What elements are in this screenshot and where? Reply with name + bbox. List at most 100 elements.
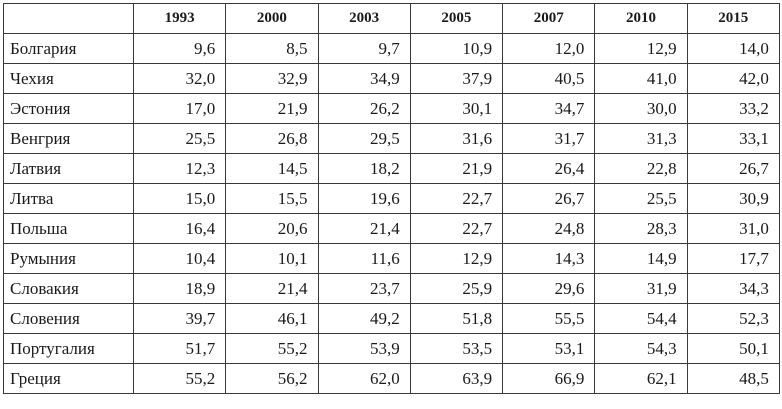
value-cell: 26,4 [502, 153, 596, 184]
table-row: Греция 55,2 56,2 62,0 63,9 66,9 62,1 48,5 [3, 363, 780, 394]
value-cell: 30,1 [409, 93, 504, 124]
value-cell: 21,9 [409, 153, 504, 184]
column-header-2003: 2003 [317, 3, 411, 34]
value-cell: 11,6 [317, 243, 411, 274]
country-cell: Болгария [3, 33, 134, 64]
table-row: Болгария 9,6 8,5 9,7 10,9 12,0 12,9 14,0 [3, 33, 780, 64]
data-table: 1993 2000 2003 2005 2007 2010 2015 Болгария 9,6… [3, 3, 780, 394]
value-cell: 29,6 [502, 273, 596, 304]
table-row: Словакия 18,9 21,4 23,7 25,9 29,6 31,9 34,3 [3, 273, 780, 304]
column-header-2010: 2010 [594, 3, 688, 34]
value-cell: 32,0 [132, 63, 227, 94]
value-cell: 51,7 [132, 333, 227, 364]
value-cell: 18,2 [317, 153, 411, 184]
column-header-2015: 2015 [686, 3, 780, 34]
value-cell: 30,9 [686, 183, 780, 214]
country-cell: Словакия [3, 273, 134, 304]
value-cell: 12,3 [132, 153, 227, 184]
value-cell: 12,9 [409, 243, 504, 274]
value-cell: 25,9 [409, 273, 504, 304]
value-cell: 53,5 [409, 333, 504, 364]
value-cell: 54,3 [594, 333, 688, 364]
value-cell: 26,8 [225, 123, 319, 154]
value-cell: 52,3 [686, 303, 780, 334]
value-cell: 34,7 [502, 93, 596, 124]
value-cell: 31,6 [409, 123, 504, 154]
table-row: Португалия 51,7 55,2 53,9 53,5 53,1 54,3 50,1 [3, 333, 780, 364]
value-cell: 17,7 [686, 243, 780, 274]
value-cell: 16,4 [132, 213, 227, 244]
value-cell: 29,5 [317, 123, 411, 154]
table-row: Румыния 10,4 10,1 11,6 12,9 14,3 14,9 17,7 [3, 243, 780, 274]
country-cell: Литва [3, 183, 134, 214]
table-row: Чехия 32,0 32,9 34,9 37,9 40,5 41,0 42,0 [3, 63, 780, 94]
value-cell: 9,7 [317, 33, 411, 64]
value-cell: 30,0 [594, 93, 688, 124]
value-cell: 22,7 [409, 213, 504, 244]
value-cell: 23,7 [317, 273, 411, 304]
table-header: 1993 2000 2003 2005 2007 2010 2015 [3, 3, 780, 34]
column-header-2007: 2007 [502, 3, 596, 34]
value-cell: 53,9 [317, 333, 411, 364]
value-cell: 42,0 [686, 63, 780, 94]
value-cell: 14,0 [686, 33, 780, 64]
country-cell: Греция [3, 363, 134, 394]
table-row: Эстония 17,0 21,9 26,2 30,1 34,7 30,0 33,2 [3, 93, 780, 124]
table-body: Болгария 9,6 8,5 9,7 10,9 12,0 12,9 14,0 Чехия 32… [3, 33, 780, 394]
value-cell: 56,2 [225, 363, 319, 394]
value-cell: 8,5 [225, 33, 319, 64]
country-cell: Чехия [3, 63, 134, 94]
value-cell: 32,9 [225, 63, 319, 94]
value-cell: 26,7 [686, 153, 780, 184]
value-cell: 22,8 [594, 153, 688, 184]
value-cell: 21,4 [317, 213, 411, 244]
value-cell: 41,0 [594, 63, 688, 94]
country-cell: Польша [3, 213, 134, 244]
value-cell: 37,9 [409, 63, 504, 94]
value-cell: 55,2 [225, 333, 319, 364]
country-cell: Эстония [3, 93, 134, 124]
value-cell: 40,5 [502, 63, 596, 94]
value-cell: 15,0 [132, 183, 227, 214]
value-cell: 62,0 [317, 363, 411, 394]
column-header-2000: 2000 [225, 3, 319, 34]
value-cell: 31,7 [502, 123, 596, 154]
value-cell: 25,5 [594, 183, 688, 214]
value-cell: 12,9 [594, 33, 688, 64]
value-cell: 20,6 [225, 213, 319, 244]
value-cell: 33,2 [686, 93, 780, 124]
value-cell: 14,9 [594, 243, 688, 274]
country-cell: Румыния [3, 243, 134, 274]
value-cell: 28,3 [594, 213, 688, 244]
value-cell: 17,0 [132, 93, 227, 124]
table-row: Венгрия 25,5 26,8 29,5 31,6 31,7 31,3 33,1 [3, 123, 780, 154]
value-cell: 31,0 [686, 213, 780, 244]
value-cell: 55,5 [502, 303, 596, 334]
value-cell: 10,1 [225, 243, 319, 274]
value-cell: 34,9 [317, 63, 411, 94]
value-cell: 14,5 [225, 153, 319, 184]
value-cell: 15,5 [225, 183, 319, 214]
value-cell: 39,7 [132, 303, 227, 334]
country-cell: Венгрия [3, 123, 134, 154]
table-row: Литва 15,0 15,5 19,6 22,7 26,7 25,5 30,9 [3, 183, 780, 214]
value-cell: 31,3 [594, 123, 688, 154]
value-cell: 25,5 [132, 123, 227, 154]
value-cell: 18,9 [132, 273, 227, 304]
value-cell: 22,7 [409, 183, 504, 214]
table-row: Латвия 12,3 14,5 18,2 21,9 26,4 22,8 26,7 [3, 153, 780, 184]
value-cell: 9,6 [132, 33, 227, 64]
value-cell: 49,2 [317, 303, 411, 334]
value-cell: 19,6 [317, 183, 411, 214]
table-row: Польша 16,4 20,6 21,4 22,7 24,8 28,3 31,0 [3, 213, 780, 244]
value-cell: 66,9 [502, 363, 596, 394]
value-cell: 51,8 [409, 303, 504, 334]
value-cell: 31,9 [594, 273, 688, 304]
value-cell: 34,3 [686, 273, 780, 304]
value-cell: 21,4 [225, 273, 319, 304]
country-cell: Латвия [3, 153, 134, 184]
table-row: Словения 39,7 46,1 49,2 51,8 55,5 54,4 52,3 [3, 303, 780, 334]
value-cell: 24,8 [502, 213, 596, 244]
value-cell: 10,4 [132, 243, 227, 274]
value-cell: 54,4 [594, 303, 688, 334]
